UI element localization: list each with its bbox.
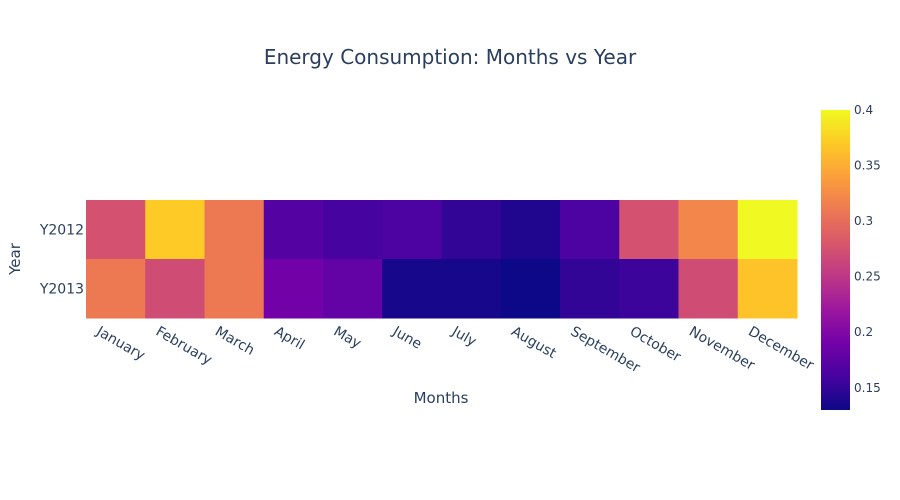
x-tick-label: August xyxy=(508,324,559,363)
colorbar-tick-label: 0.3 xyxy=(854,214,873,228)
x-tick-label: February xyxy=(153,324,215,369)
heatmap-cell xyxy=(441,259,502,319)
y-tick-label: Y2013 xyxy=(39,282,84,298)
y-axis-ticks: Y2012 Y2013 xyxy=(39,223,84,298)
colorbar-tick-label: 0.15 xyxy=(854,381,881,395)
heatmap-cell xyxy=(145,259,205,319)
heatmap-cell xyxy=(382,259,442,319)
colorbar-tick-label: 0.2 xyxy=(854,325,873,339)
heatmap-cell xyxy=(263,259,324,319)
heatmap-cell xyxy=(678,259,739,319)
heatmap-cell xyxy=(323,200,383,260)
chart-title: Energy Consumption: Months vs Year xyxy=(264,45,637,69)
heatmap-cell xyxy=(619,259,679,319)
heatmap-cell xyxy=(737,200,798,260)
x-tick-label: July xyxy=(448,323,479,350)
x-tick-label: March xyxy=(212,324,257,359)
heatmap-cell xyxy=(204,259,265,319)
colorbar-tick-label: 0.25 xyxy=(854,270,881,284)
x-tick-label: November xyxy=(686,324,757,374)
heatmap-cell xyxy=(500,259,561,319)
heatmap-cell xyxy=(619,200,679,260)
colorbar-tick-label: 0.4 xyxy=(854,103,873,117)
x-tick-label: December xyxy=(745,324,816,374)
heatmap-cell xyxy=(263,200,324,260)
colorbar-tick-label: 0.35 xyxy=(854,159,881,173)
heatmap-cells xyxy=(86,200,798,319)
heatmap-cell xyxy=(86,200,146,260)
heatmap-cell xyxy=(441,200,502,260)
x-tick-label: January xyxy=(93,323,148,364)
heatmap-cell xyxy=(560,200,620,260)
heatmap-cell xyxy=(500,200,561,260)
x-tick-label: May xyxy=(331,324,364,352)
heatmap-cell xyxy=(737,259,798,319)
x-tick-label: June xyxy=(389,323,424,353)
heatmap-cell xyxy=(323,259,383,319)
heatmap-cell xyxy=(86,259,146,319)
heatmap-cell xyxy=(678,200,739,260)
heatmap-cell xyxy=(560,259,620,319)
y-tick-label: Y2012 xyxy=(39,223,84,239)
y-axis-title: Year xyxy=(6,242,24,276)
colorbar xyxy=(821,110,850,410)
x-axis-title: Months xyxy=(414,389,469,407)
colorbar-ticks: 0.15 0.2 0.25 0.3 0.35 0.4 xyxy=(854,103,881,395)
heatmap-cell xyxy=(204,200,265,260)
heatmap-cell xyxy=(145,200,205,260)
heatmap-cell xyxy=(382,200,442,260)
x-tick-label: April xyxy=(271,324,307,354)
